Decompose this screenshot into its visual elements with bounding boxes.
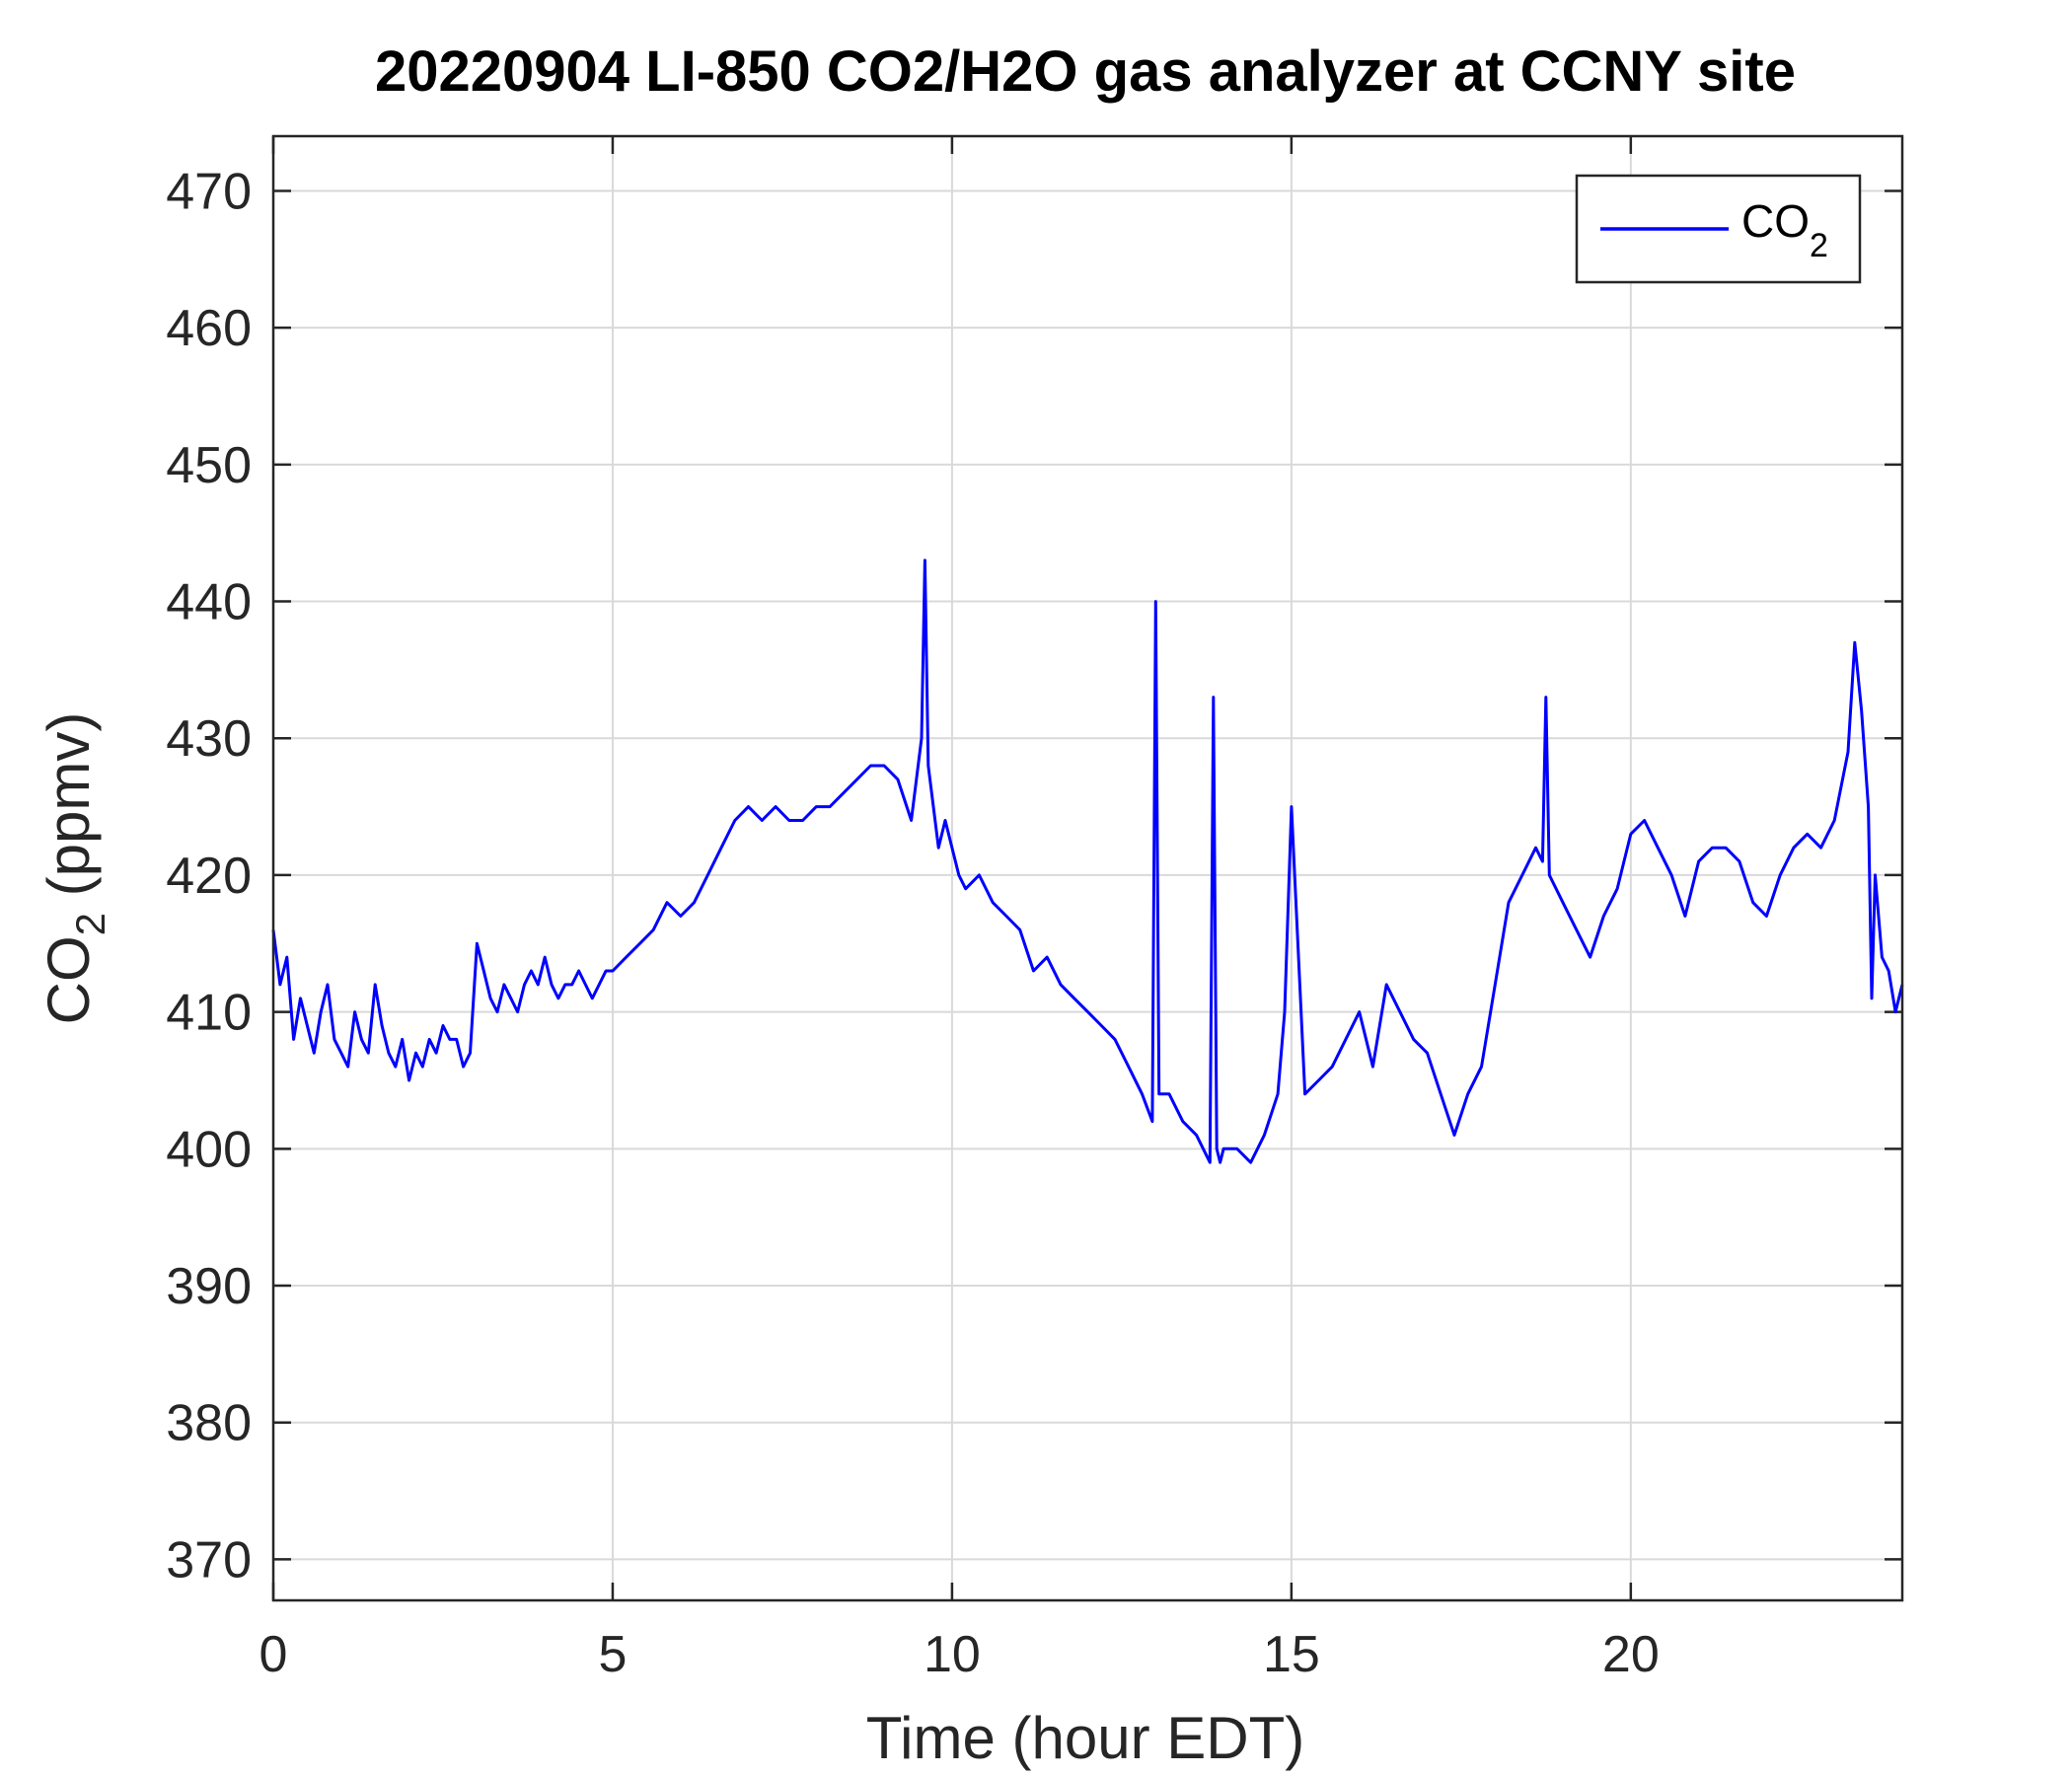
y-tick-label: 440 <box>166 574 252 631</box>
x-tick-label: 5 <box>598 1626 627 1683</box>
x-tick-label: 0 <box>259 1626 288 1683</box>
chart-title: 20220904 LI-850 CO2/H2O gas analyzer at … <box>375 39 1796 104</box>
tick-labels: 0 5 10 15 20 370 380 390 400 410 420 430 440 450 460 47… <box>166 163 1660 1683</box>
x-tick-label: 10 <box>924 1626 981 1683</box>
x-tick-label: 20 <box>1602 1626 1660 1683</box>
y-tick-label: 460 <box>166 300 252 357</box>
x-axis-label: Time (hour EDT) <box>866 1705 1305 1771</box>
gridlines <box>272 136 1902 1600</box>
y-tick-label: 370 <box>166 1531 252 1589</box>
x-tick-label: 15 <box>1263 1626 1320 1683</box>
axis-ticks <box>271 136 1902 1600</box>
series-line-co2 <box>271 558 1904 1164</box>
legend-label: CO2 <box>1741 195 1828 264</box>
y-tick-label: 380 <box>166 1395 252 1452</box>
y-axis-label: CO2 (ppmv) <box>36 712 113 1025</box>
y-tick-label: 410 <box>166 985 252 1042</box>
y-tick-label: 430 <box>166 710 252 768</box>
y-tick-label: 470 <box>166 163 252 220</box>
y-tick-label: 390 <box>166 1258 252 1315</box>
legend: CO2 <box>1575 174 1862 284</box>
plot-area-border <box>271 134 1904 1602</box>
y-tick-label: 420 <box>166 848 252 905</box>
y-tick-label: 400 <box>166 1121 252 1178</box>
y-tick-label: 450 <box>166 437 252 494</box>
plot-series <box>271 558 1904 1164</box>
